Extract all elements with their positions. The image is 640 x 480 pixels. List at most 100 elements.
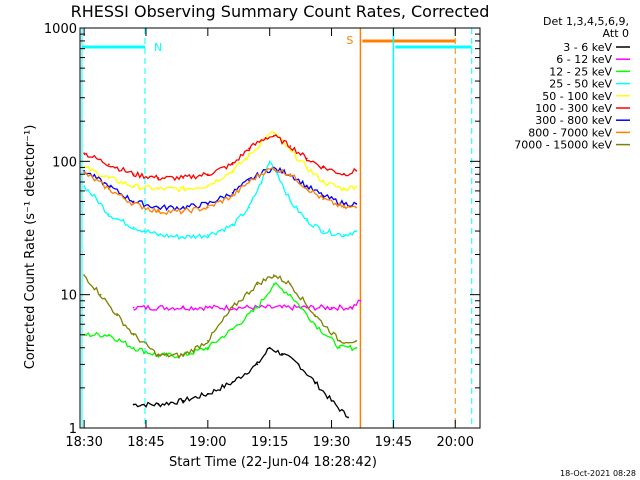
series-8-point-11 [314, 314, 316, 317]
series-5-point-6 [231, 163, 234, 166]
series-1-point-3 [206, 306, 209, 309]
legend-label-2: 12 - 25 keV [549, 65, 612, 78]
series-0-point-5 [256, 363, 259, 366]
series-4-point-4 [182, 188, 184, 190]
series-8-point-1 [99, 293, 102, 296]
series-3-point-11 [277, 173, 279, 176]
series-1-point-10 [359, 299, 362, 302]
series-5-point-9 [272, 135, 275, 137]
x-tick-label-0: 18:30 [65, 435, 102, 450]
series-5-point-0 [83, 152, 86, 155]
series-6-point-6 [231, 191, 234, 194]
legend-label-6: 300 - 800 keV [535, 114, 612, 127]
series-6-point-12 [322, 195, 325, 197]
series-0-point-10 [330, 399, 333, 402]
series-7-point-5 [206, 206, 209, 209]
series-5-point-8 [264, 136, 267, 139]
series-4-point-6 [231, 169, 234, 172]
series-line-2 [83, 281, 357, 359]
series-0-point-9 [314, 381, 316, 384]
legend-header-line2: Att 0 [603, 27, 629, 40]
series-8 [83, 274, 358, 360]
legend-label-0: 3 - 6 keV [563, 41, 612, 54]
series-3-point-2 [107, 213, 110, 216]
series-3-point-13 [305, 219, 308, 222]
series-6-point-2 [132, 200, 135, 203]
series-8-point-5 [182, 354, 184, 357]
y-tick-label-0: 1 [69, 422, 77, 437]
plot-frame [79, 27, 481, 429]
series-7 [83, 167, 358, 216]
series-7-point-3 [157, 210, 160, 213]
series-5 [83, 134, 358, 182]
series-2-point-11 [338, 346, 341, 349]
series-4-point-2 [132, 185, 135, 188]
series-6-point-11 [305, 185, 308, 188]
legend-label-7: 800 - 7000 keV [528, 126, 612, 139]
series-8-point-4 [157, 354, 160, 357]
series-7-point-9 [272, 167, 275, 170]
series-4-point-11 [305, 166, 308, 169]
series-6-point-3 [157, 206, 160, 209]
series-line-7 [83, 167, 357, 216]
series-0-point-2 [182, 399, 184, 402]
series-5-point-13 [343, 173, 345, 176]
series-line-8 [83, 274, 357, 360]
series-8-point-10 [289, 283, 292, 286]
x-axis-label: Start Time (22-Jun-04 18:28:42) [169, 455, 377, 470]
footer-timestamp: 18-Oct-2021 08:28 [560, 469, 636, 478]
series-6-point-5 [206, 202, 209, 205]
series-0-point-6 [268, 346, 271, 349]
series-7-point-0 [83, 171, 86, 174]
series-1-point-0 [132, 306, 135, 309]
series-3-point-3 [132, 226, 135, 229]
series-0-point-11 [347, 416, 349, 419]
y-tick-label-2: 100 [52, 155, 77, 170]
series-4-point-5 [206, 184, 209, 187]
series-8-point-8 [256, 283, 259, 286]
series-3-point-12 [289, 200, 292, 203]
series-7-point-11 [305, 187, 308, 189]
series-8-point-9 [272, 274, 275, 277]
series-line-0 [133, 347, 349, 419]
series-5-point-2 [132, 173, 135, 176]
series-0-point-1 [157, 403, 160, 406]
x-tick-label-5: 19:45 [375, 435, 412, 450]
y-tick-label-3: 1000 [44, 22, 77, 37]
series-4-point-14 [355, 185, 358, 188]
series-0-point-0 [132, 403, 135, 406]
series-1-point-8 [330, 306, 333, 309]
series-group [83, 130, 362, 419]
legend-label-5: 100 - 300 keV [535, 102, 612, 115]
series-3-point-7 [231, 224, 234, 227]
series-8-point-0 [83, 274, 86, 277]
series-line-4 [83, 130, 357, 193]
series-4-point-10 [289, 149, 292, 152]
series-5-point-4 [182, 177, 184, 179]
legend-label-4: 50 - 100 keV [542, 90, 612, 103]
series-8-point-2 [116, 314, 119, 317]
axes: 18:30 18:45 19:00 19:15 19:30 19:45 20:00 1 10 10… [44, 22, 481, 450]
series-5-point-10 [289, 145, 292, 148]
night-flag-label: N [154, 41, 162, 54]
series-5-point-12 [322, 166, 325, 169]
series-7-point-1 [107, 188, 110, 190]
y-axis-label: Corrected Count Rate (s⁻¹ detector⁻¹) [23, 125, 38, 370]
series-3-point-6 [206, 234, 209, 236]
saa-flag-label: S [346, 34, 353, 47]
chart-title: RHESSI Observing Summary Count Rates, Co… [71, 2, 490, 21]
series-1-point-2 [182, 306, 184, 309]
x-tick-label-3: 19:15 [251, 435, 288, 450]
series-3-point-10 [268, 160, 271, 163]
series-4-point-1 [107, 177, 110, 179]
series-7-point-2 [132, 202, 135, 205]
series-4-point-7 [248, 154, 250, 157]
x-tick-label-2: 19:00 [189, 435, 226, 450]
series-5-point-3 [157, 177, 160, 179]
series-2-point-9 [289, 293, 292, 296]
y-tick-label-1: 10 [60, 289, 77, 304]
series-7-point-4 [182, 210, 184, 213]
series-2-point-7 [256, 306, 259, 309]
